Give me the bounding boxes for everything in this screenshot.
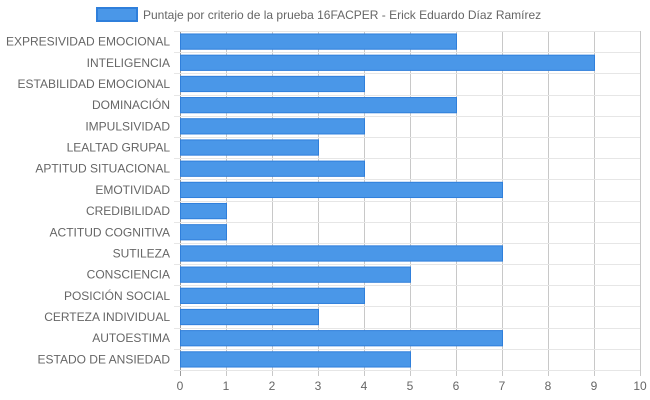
bar[interactable] bbox=[180, 224, 227, 241]
category-label: AUTOESTIMA bbox=[92, 331, 170, 345]
category-label: IMPULSIVIDAD bbox=[85, 119, 170, 133]
category-label: ESTADO DE ANSIEDAD bbox=[38, 352, 171, 366]
gridlines bbox=[174, 31, 641, 376]
x-tick-label: 5 bbox=[407, 379, 414, 393]
x-tick-label: 7 bbox=[499, 379, 506, 393]
bar[interactable] bbox=[180, 54, 595, 71]
x-tick-label: 6 bbox=[453, 379, 460, 393]
legend-label: Puntaje por criterio de la prueba 16FACP… bbox=[143, 8, 541, 22]
bar[interactable] bbox=[180, 202, 227, 220]
category-label: EMOTIVIDAD bbox=[95, 183, 170, 197]
category-label: CREDIBILIDAD bbox=[86, 204, 170, 218]
bar[interactable] bbox=[180, 118, 365, 135]
category-label: CERTEZA INDIVIDUAL bbox=[44, 310, 170, 324]
bar[interactable] bbox=[180, 287, 365, 304]
bar[interactable] bbox=[180, 75, 365, 93]
x-tick-labels: 0 1 2 3 4 5 6 7 8 9 10 bbox=[177, 379, 647, 393]
bar[interactable] bbox=[180, 33, 457, 50]
x-tick-label: 3 bbox=[315, 379, 322, 393]
category-label: LEALTAD GRUPAL bbox=[67, 141, 171, 155]
bar[interactable] bbox=[180, 181, 503, 199]
x-tick-label: 1 bbox=[223, 379, 230, 393]
x-tick-label: 8 bbox=[545, 379, 552, 393]
category-label: INTELIGENCIA bbox=[87, 56, 170, 70]
category-label: DOMINACIÓN bbox=[92, 97, 170, 112]
bar[interactable] bbox=[180, 308, 319, 326]
bar[interactable] bbox=[180, 351, 411, 368]
category-label: EXPRESIVIDAD EMOCIONAL bbox=[6, 35, 170, 49]
bar[interactable] bbox=[180, 139, 319, 156]
category-label: CONSCIENCIA bbox=[87, 268, 170, 282]
legend[interactable]: Puntaje por criterio de la prueba 16FACP… bbox=[96, 7, 541, 22]
x-tick-label: 4 bbox=[361, 379, 368, 393]
x-tick-label: 0 bbox=[177, 379, 184, 393]
bar[interactable] bbox=[180, 266, 411, 283]
category-label: POSICIÓN SOCIAL bbox=[64, 288, 170, 303]
bar[interactable] bbox=[180, 330, 503, 347]
category-label: ACTITUD COGNITIVA bbox=[50, 225, 170, 239]
bar[interactable] bbox=[180, 245, 503, 262]
x-tick-label: 2 bbox=[269, 379, 276, 393]
bar[interactable] bbox=[180, 160, 365, 177]
category-label: ESTABILIDAD EMOCIONAL bbox=[18, 77, 171, 91]
category-labels: EXPRESIVIDAD EMOCIONAL INTELIGENCIA ESTABI… bbox=[6, 35, 170, 367]
category-label: APTITUD SITUACIONAL bbox=[35, 162, 170, 176]
x-tick-label: 10 bbox=[633, 379, 647, 393]
x-tick-label: 9 bbox=[591, 379, 598, 393]
category-label: SUTILEZA bbox=[113, 246, 170, 260]
bars bbox=[180, 33, 595, 368]
bar[interactable] bbox=[180, 97, 457, 114]
legend-swatch bbox=[96, 7, 138, 22]
